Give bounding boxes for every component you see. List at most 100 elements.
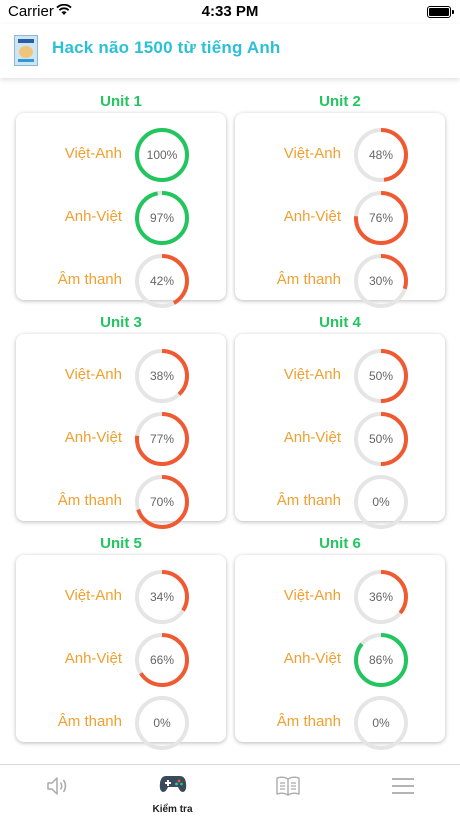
progress-row[interactable]: Việt-Anh 36% [235,569,445,624]
progress-row[interactable]: Việt-Anh 50% [235,348,445,403]
progress-ring [135,191,189,245]
progress-ring [135,254,189,308]
carrier-label: Carrier [8,3,54,20]
unit-title: Unit 5 [100,535,142,552]
progress-row[interactable]: Việt-Anh 100% [16,127,226,182]
progress-ring [135,696,189,750]
progress-percent: 97% [149,211,175,225]
progress-percent: 48% [368,148,394,162]
status-bar: Carrier 4:33 PM [0,0,460,24]
progress-row[interactable]: Anh-Việt 86% [235,632,445,687]
progress-ring-fill [135,633,189,687]
test-mode-label: Âm thanh [276,271,341,288]
progress-ring [135,570,189,624]
unit-card[interactable]: Việt-Anh 50% Anh-Việt 50% Âm thanh 0% [235,334,445,529]
progress-row[interactable]: Việt-Anh 48% [235,127,445,182]
progress-ring-fill [354,191,408,245]
book-cover-logo [14,35,38,66]
progress-row[interactable]: Âm thanh 0% [16,695,226,750]
tab-bar: Kiểm tra [0,764,460,819]
progress-ring-fill [135,128,189,182]
progress-row[interactable]: Âm thanh 70% [16,474,226,529]
progress-ring-fill [354,254,408,308]
progress-percent: 66% [149,653,175,667]
progress-ring [135,412,189,466]
progress-row[interactable]: Anh-Việt 77% [16,411,226,466]
progress-percent: 50% [368,432,394,446]
progress-row[interactable]: Âm thanh 0% [235,474,445,529]
tab-menu[interactable] [345,765,460,819]
progress-ring-fill [135,191,189,245]
progress-ring [354,191,408,245]
test-mode-label: Âm thanh [276,713,341,730]
test-mode-label: Anh-Việt [64,429,122,446]
progress-percent: 100% [146,148,178,162]
progress-ring-fill [354,633,408,687]
tab-kiem-tra[interactable]: Kiểm tra [115,765,230,819]
tab-audio[interactable] [0,765,115,819]
progress-ring-track [354,475,408,529]
test-mode-label: Việt-Anh [64,366,122,383]
progress-percent: 77% [149,432,175,446]
progress-ring [135,349,189,403]
test-mode-label: Việt-Anh [283,366,341,383]
test-mode-label: Anh-Việt [64,208,122,225]
unit-card[interactable]: Việt-Anh 48% Anh-Việt 76% Âm thanh 30% [235,113,445,308]
progress-ring-fill [135,349,189,403]
test-mode-label: Anh-Việt [283,429,341,446]
progress-percent: 0% [372,716,390,730]
wifi-icon [56,4,72,15]
unit-card[interactable]: Việt-Anh 38% Anh-Việt 77% Âm thanh 70% [16,334,226,529]
progress-row[interactable]: Âm thanh 42% [16,253,226,308]
progress-percent: 0% [372,495,390,509]
unit-title: Unit 6 [319,535,361,552]
progress-row[interactable]: Anh-Việt 50% [235,411,445,466]
tab-book[interactable] [230,765,345,819]
unit-card[interactable]: Việt-Anh 36% Anh-Việt 86% Âm thanh 0% [235,555,445,750]
test-mode-label: Âm thanh [57,713,122,730]
app-title: Hack não 1500 từ tiếng Anh [52,38,281,57]
progress-ring-track [135,696,189,750]
menu-icon [391,778,414,794]
unit-title: Unit 1 [100,93,142,110]
tab-label: Kiểm tra [152,804,193,815]
progress-ring-fill [135,475,189,529]
progress-ring-fill [354,570,408,624]
progress-ring [354,696,408,750]
progress-row[interactable]: Việt-Anh 38% [16,348,226,403]
progress-percent: 42% [149,274,175,288]
progress-ring [354,349,408,403]
test-mode-label: Anh-Việt [283,650,341,667]
unit-card[interactable]: Việt-Anh 34% Anh-Việt 66% Âm thanh 0% [16,555,226,750]
progress-percent: 0% [153,716,171,730]
progress-percent: 70% [149,495,175,509]
progress-ring [135,475,189,529]
progress-ring-fill [354,128,408,182]
progress-percent: 36% [368,590,394,604]
progress-row[interactable]: Anh-Việt 66% [16,632,226,687]
progress-row[interactable]: Việt-Anh 34% [16,569,226,624]
app-header: Hack não 1500 từ tiếng Anh [0,24,460,78]
speaker-icon [46,777,66,795]
progress-ring [354,475,408,529]
progress-row[interactable]: Âm thanh 30% [235,253,445,308]
test-mode-label: Âm thanh [276,492,341,509]
unit-title: Unit 4 [319,314,361,331]
progress-percent: 76% [368,211,394,225]
progress-percent: 34% [149,590,175,604]
progress-ring-fill [135,412,189,466]
test-mode-label: Việt-Anh [283,145,341,162]
test-mode-label: Anh-Việt [64,650,122,667]
unit-card[interactable]: Việt-Anh 100% Anh-Việt 97% Âm thanh 42% [16,113,226,308]
progress-row[interactable]: Anh-Việt 97% [16,190,226,245]
progress-row[interactable]: Âm thanh 0% [235,695,445,750]
battery-icon [427,6,454,18]
status-time: 4:33 PM [201,3,259,20]
book-icon [275,776,300,796]
progress-ring-fill [354,349,408,403]
progress-ring [354,254,408,308]
progress-percent: 38% [149,369,175,383]
progress-row[interactable]: Anh-Việt 76% [235,190,445,245]
test-mode-label: Âm thanh [57,492,122,509]
test-mode-label: Việt-Anh [64,587,122,604]
